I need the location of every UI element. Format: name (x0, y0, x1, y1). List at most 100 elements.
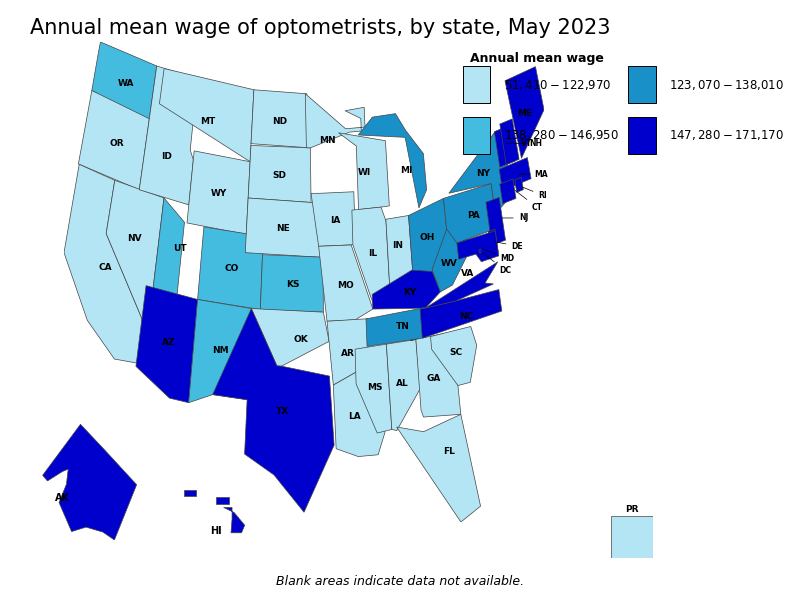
Polygon shape (430, 326, 477, 386)
Polygon shape (410, 334, 461, 417)
Text: WV: WV (441, 259, 458, 268)
Polygon shape (386, 215, 413, 292)
Text: WY: WY (211, 189, 227, 198)
Text: NH: NH (515, 139, 542, 148)
Text: FL: FL (443, 448, 455, 457)
Polygon shape (42, 424, 137, 540)
Polygon shape (78, 91, 150, 190)
Polygon shape (64, 164, 143, 364)
Text: MI: MI (400, 166, 412, 175)
Text: CA: CA (98, 263, 112, 272)
Text: NE: NE (276, 224, 290, 233)
Polygon shape (338, 133, 390, 209)
Text: WI: WI (358, 168, 371, 177)
Polygon shape (139, 66, 198, 205)
Polygon shape (153, 198, 185, 295)
Polygon shape (189, 299, 251, 403)
Text: $51,410 - $122,970: $51,410 - $122,970 (504, 78, 612, 92)
Text: NV: NV (127, 234, 142, 243)
Text: AZ: AZ (162, 338, 175, 347)
Polygon shape (187, 151, 250, 235)
Text: DE: DE (495, 242, 523, 251)
Polygon shape (306, 94, 365, 148)
Text: MS: MS (367, 383, 383, 392)
Text: MA: MA (518, 170, 548, 179)
Text: NY: NY (476, 169, 490, 178)
Text: SD: SD (273, 171, 286, 180)
Text: TX: TX (276, 407, 289, 416)
Text: MT: MT (201, 117, 216, 126)
Polygon shape (500, 179, 516, 203)
Polygon shape (334, 364, 385, 457)
Polygon shape (372, 270, 440, 309)
Polygon shape (488, 229, 498, 254)
Polygon shape (500, 119, 519, 164)
FancyBboxPatch shape (628, 67, 655, 103)
Polygon shape (494, 126, 515, 167)
Polygon shape (479, 249, 481, 253)
Polygon shape (251, 90, 310, 148)
Text: MO: MO (337, 281, 354, 290)
Polygon shape (358, 113, 426, 208)
Polygon shape (327, 319, 370, 385)
Polygon shape (432, 227, 473, 292)
Polygon shape (92, 42, 157, 119)
Polygon shape (443, 184, 497, 243)
Text: DC: DC (482, 253, 511, 275)
Polygon shape (426, 262, 498, 308)
Text: $147,280 - $171,170: $147,280 - $171,170 (670, 128, 784, 142)
Polygon shape (318, 245, 373, 321)
Polygon shape (106, 181, 164, 322)
Text: CT: CT (514, 190, 543, 212)
Text: KY: KY (403, 288, 417, 297)
Text: PA: PA (467, 211, 480, 220)
Text: CO: CO (224, 265, 238, 274)
Polygon shape (251, 308, 329, 366)
Polygon shape (386, 340, 421, 431)
Polygon shape (246, 198, 320, 257)
Text: NM: NM (212, 346, 229, 355)
Polygon shape (213, 308, 334, 512)
Text: KS: KS (286, 280, 300, 289)
Text: NJ: NJ (502, 214, 528, 223)
Polygon shape (184, 490, 196, 496)
Polygon shape (366, 304, 444, 346)
Polygon shape (352, 207, 391, 309)
Text: PR: PR (626, 505, 638, 514)
Text: LA: LA (348, 412, 361, 421)
Polygon shape (611, 516, 653, 558)
Polygon shape (159, 68, 254, 162)
Text: VA: VA (461, 269, 474, 278)
Text: OK: OK (293, 335, 308, 344)
Polygon shape (505, 67, 544, 158)
Polygon shape (260, 254, 323, 312)
FancyBboxPatch shape (463, 116, 490, 154)
Text: VT: VT (506, 139, 532, 148)
Polygon shape (355, 344, 392, 433)
Text: OR: OR (110, 139, 124, 148)
Text: WA: WA (118, 79, 134, 88)
Polygon shape (409, 199, 450, 283)
Text: NC: NC (459, 312, 473, 321)
Text: AR: AR (341, 349, 354, 358)
Polygon shape (136, 286, 198, 403)
Text: MD: MD (484, 250, 515, 263)
Polygon shape (486, 197, 506, 245)
Text: $123,070 - $138,010: $123,070 - $138,010 (670, 78, 784, 92)
Text: MN: MN (318, 136, 335, 145)
Polygon shape (514, 177, 523, 193)
Text: HI: HI (210, 526, 222, 536)
Text: GA: GA (427, 374, 442, 383)
Text: TN: TN (396, 322, 410, 331)
FancyBboxPatch shape (463, 67, 490, 103)
Polygon shape (216, 497, 229, 503)
Polygon shape (311, 192, 355, 246)
Text: Blank areas indicate data not available.: Blank areas indicate data not available. (276, 575, 524, 588)
Text: ME: ME (517, 109, 532, 118)
Text: UT: UT (173, 244, 187, 253)
Polygon shape (449, 126, 510, 214)
Text: AL: AL (397, 379, 409, 388)
Polygon shape (499, 158, 531, 191)
Polygon shape (420, 290, 502, 338)
Text: RI: RI (522, 187, 547, 200)
